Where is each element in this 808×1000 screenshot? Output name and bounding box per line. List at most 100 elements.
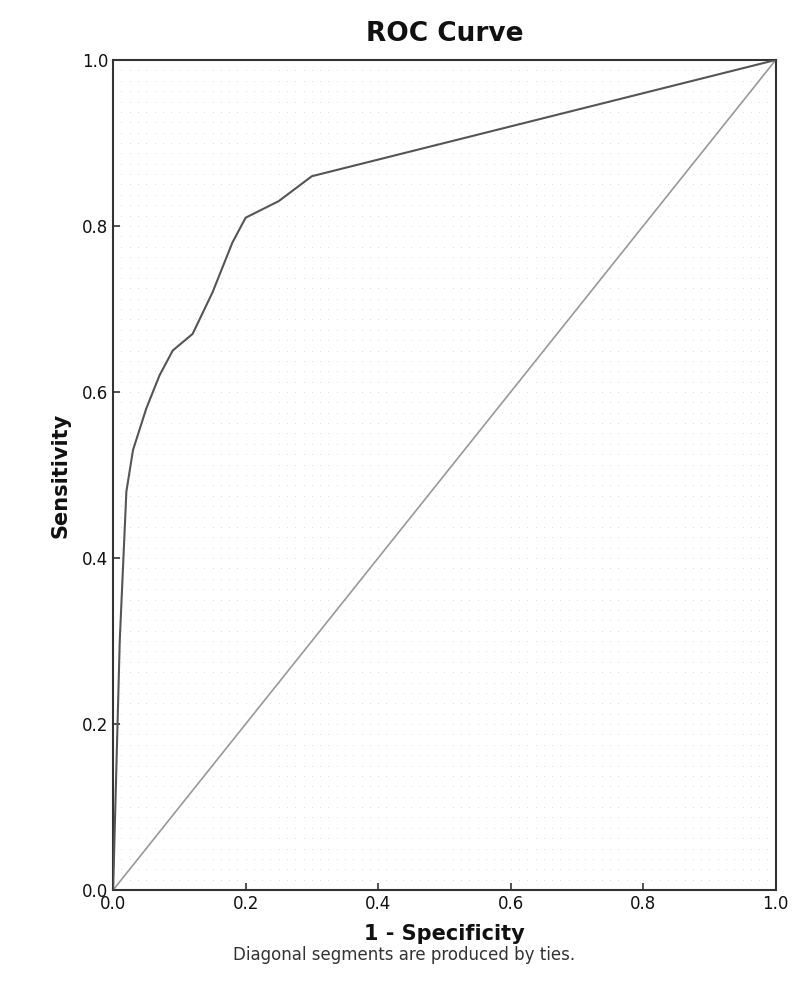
Point bbox=[231, 477, 244, 493]
Point bbox=[405, 374, 418, 390]
Point bbox=[239, 830, 252, 846]
Point bbox=[662, 799, 675, 815]
Point bbox=[744, 706, 757, 722]
Point bbox=[330, 145, 343, 161]
Point bbox=[653, 809, 666, 825]
Point bbox=[744, 166, 757, 182]
Point bbox=[255, 270, 268, 286]
Point bbox=[512, 654, 525, 670]
Point bbox=[653, 197, 666, 213]
Point bbox=[761, 571, 774, 587]
Point bbox=[579, 426, 591, 442]
Point bbox=[264, 83, 277, 99]
Point bbox=[479, 426, 492, 442]
Point bbox=[115, 249, 128, 265]
Point bbox=[305, 716, 318, 732]
Point bbox=[115, 882, 128, 898]
Point bbox=[629, 52, 642, 68]
Point bbox=[438, 872, 451, 888]
Point bbox=[107, 83, 120, 99]
Title: ROC Curve: ROC Curve bbox=[366, 21, 523, 47]
Point bbox=[413, 394, 426, 410]
Point bbox=[471, 218, 484, 234]
Point bbox=[695, 363, 708, 379]
Point bbox=[264, 176, 277, 192]
Point bbox=[446, 104, 459, 120]
Point bbox=[115, 52, 128, 68]
Point bbox=[397, 405, 410, 421]
Point bbox=[595, 674, 608, 690]
Point bbox=[454, 508, 467, 524]
Point bbox=[132, 830, 145, 846]
Point bbox=[214, 187, 227, 203]
Point bbox=[189, 706, 202, 722]
Point bbox=[181, 840, 194, 856]
Point bbox=[165, 52, 178, 68]
Point bbox=[247, 529, 260, 545]
Point bbox=[629, 145, 642, 161]
Point bbox=[479, 571, 492, 587]
Point bbox=[446, 498, 459, 514]
Point bbox=[719, 747, 732, 763]
Point bbox=[612, 239, 625, 255]
Point bbox=[579, 758, 591, 774]
Point bbox=[413, 519, 426, 535]
Point bbox=[537, 311, 550, 327]
Point bbox=[595, 726, 608, 742]
Point bbox=[761, 176, 774, 192]
Point bbox=[479, 156, 492, 172]
Point bbox=[744, 301, 757, 317]
Point bbox=[422, 145, 435, 161]
Point bbox=[719, 477, 732, 493]
Point bbox=[380, 778, 393, 794]
Point bbox=[687, 73, 700, 89]
Point bbox=[422, 363, 435, 379]
Point bbox=[753, 778, 766, 794]
Point bbox=[255, 633, 268, 649]
Point bbox=[397, 332, 410, 348]
Point bbox=[115, 415, 128, 431]
Point bbox=[719, 872, 732, 888]
Point bbox=[703, 249, 716, 265]
Point bbox=[645, 768, 658, 784]
Point bbox=[670, 73, 683, 89]
Point bbox=[695, 374, 708, 390]
Point bbox=[181, 218, 194, 234]
Point bbox=[140, 674, 153, 690]
Point bbox=[339, 52, 351, 68]
Point bbox=[637, 571, 650, 587]
Point bbox=[769, 197, 782, 213]
Point bbox=[264, 426, 277, 442]
Point bbox=[446, 519, 459, 535]
Point bbox=[223, 809, 236, 825]
Point bbox=[769, 135, 782, 151]
Point bbox=[463, 228, 476, 244]
Point bbox=[662, 612, 675, 628]
Point bbox=[512, 332, 525, 348]
Point bbox=[330, 94, 343, 110]
Point bbox=[223, 363, 236, 379]
Point bbox=[496, 685, 509, 701]
Point bbox=[604, 353, 617, 369]
Point bbox=[488, 706, 501, 722]
Point bbox=[753, 799, 766, 815]
Point bbox=[438, 809, 451, 825]
Point bbox=[347, 374, 360, 390]
Point bbox=[621, 685, 633, 701]
Point bbox=[115, 374, 128, 390]
Point bbox=[356, 405, 368, 421]
Point bbox=[148, 581, 161, 597]
Point bbox=[189, 529, 202, 545]
Point bbox=[554, 809, 567, 825]
Point bbox=[223, 830, 236, 846]
Point bbox=[272, 571, 285, 587]
Point bbox=[587, 73, 600, 89]
Point bbox=[372, 135, 385, 151]
Point bbox=[165, 249, 178, 265]
Point bbox=[645, 280, 658, 296]
Point bbox=[703, 353, 716, 369]
Point bbox=[314, 156, 326, 172]
Point bbox=[422, 197, 435, 213]
Point bbox=[280, 291, 293, 307]
Point bbox=[454, 83, 467, 99]
